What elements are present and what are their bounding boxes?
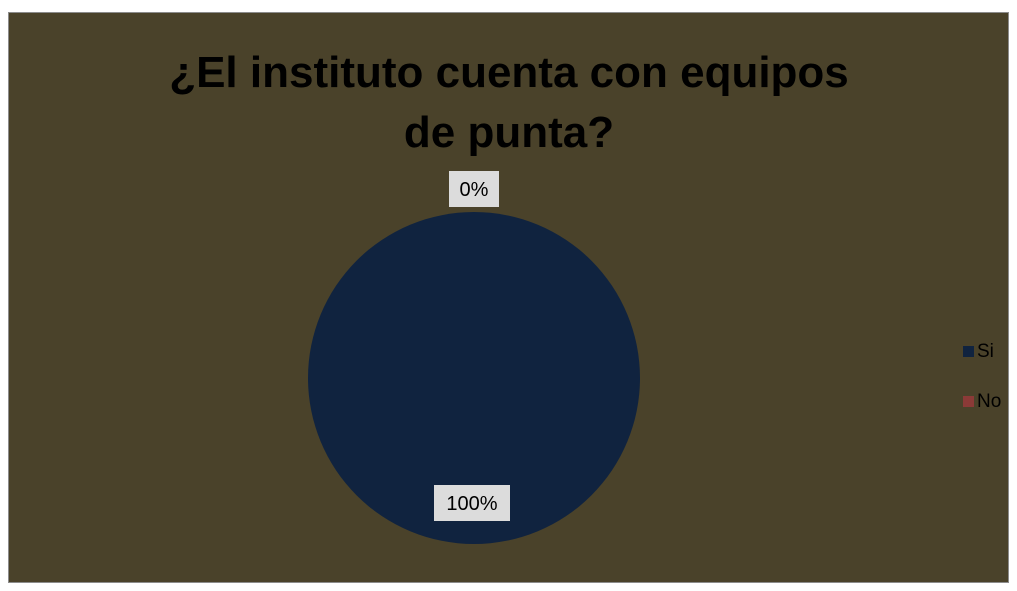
legend-swatch-no (963, 396, 974, 408)
pie-slice-si (308, 212, 640, 544)
data-label-box-no (449, 171, 499, 207)
data-label-text-si: 100% (446, 493, 497, 515)
data-label-no: 0% (449, 171, 499, 207)
data-label-text-no: 0% (460, 179, 489, 201)
legend-label-no: No (977, 391, 1002, 412)
data-label-si: 100% (434, 485, 510, 521)
legend-label-si: Si (977, 341, 994, 362)
legend-item-no: No (963, 391, 1017, 413)
data-label-box-si (434, 485, 510, 521)
pie-chart: 100% 0% (308, 171, 640, 544)
chart-title: ¿El instituto cuenta con equipos de punt… (169, 48, 849, 157)
legend-item-si: Si (963, 341, 1017, 363)
legend-swatch-si (963, 346, 974, 358)
chart-area: 100% 0% ¿El instituto cuenta con equipos … (8, 12, 1009, 583)
